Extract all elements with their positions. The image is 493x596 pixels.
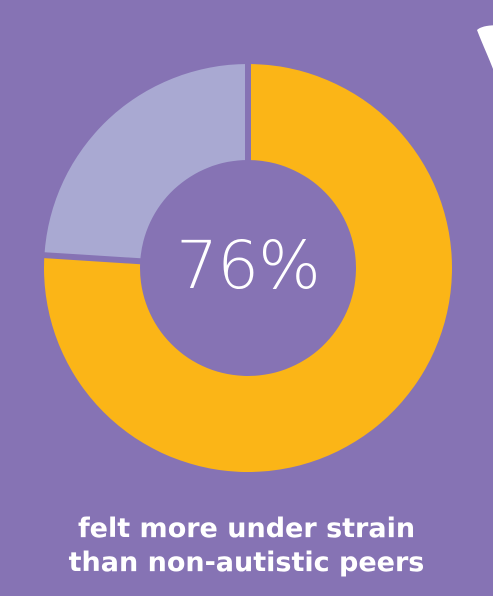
donut-slices xyxy=(42,62,453,472)
caption-line-2: than non-autistic peers xyxy=(68,547,425,578)
partial-glyph-decoration xyxy=(477,25,493,69)
center-value-label: 76% xyxy=(176,227,320,304)
caption-line-1: felt more under strain xyxy=(77,513,416,544)
donut-slice-0 xyxy=(44,64,453,472)
donut-slice-1 xyxy=(44,64,249,262)
slice-separator-1 xyxy=(42,252,143,265)
